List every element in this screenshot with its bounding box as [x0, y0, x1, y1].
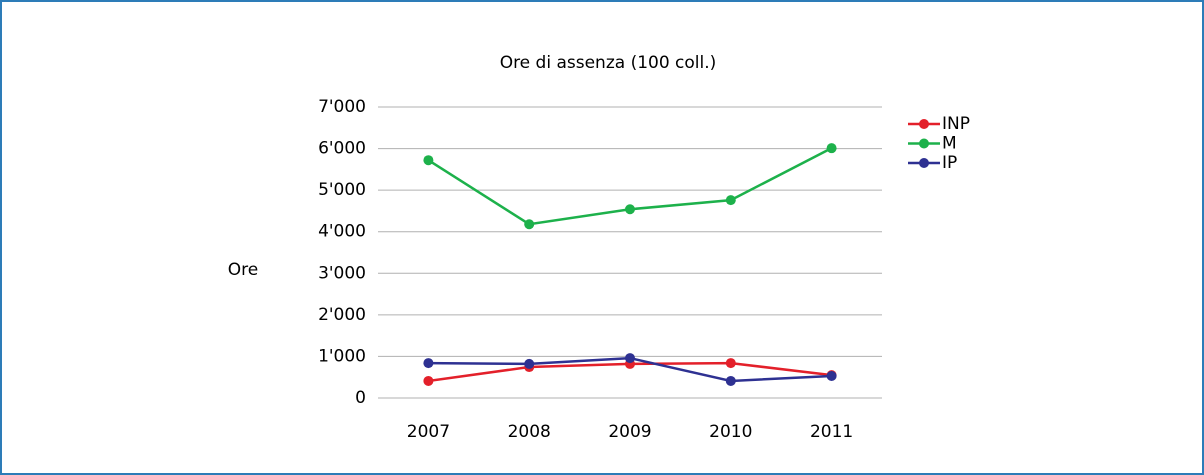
y-tick-label: 1'000: [318, 346, 366, 366]
data-point: [423, 375, 434, 386]
legend-label: INP: [942, 114, 970, 134]
y-tick-label: 0: [355, 388, 366, 408]
data-point: [625, 353, 635, 364]
data-point: [524, 219, 535, 230]
y-tick-label: 4'000: [318, 222, 366, 242]
data-point: [725, 375, 736, 386]
x-tick-label: 2009: [608, 422, 651, 442]
x-tick-label: 2007: [407, 422, 450, 442]
x-tick-label: 2010: [709, 422, 752, 442]
data-point: [725, 358, 736, 369]
legend-marker: [919, 138, 929, 149]
data-point: [725, 195, 736, 206]
legend-label: IP: [942, 153, 957, 173]
x-tick-label: 2011: [810, 422, 853, 442]
data-point: [524, 358, 535, 369]
legend-label: M: [942, 134, 957, 154]
y-tick-label: 5'000: [318, 180, 366, 200]
legend-marker: [919, 158, 929, 168]
y-tick-label: 6'000: [318, 139, 366, 159]
y-tick-label: 2'000: [318, 305, 366, 325]
data-point: [826, 370, 837, 381]
data-point: [423, 155, 434, 166]
data-point: [826, 143, 837, 154]
chart-title: Ore di assenza (100 coll.): [500, 53, 717, 73]
y-tick-label: 3'000: [318, 263, 366, 283]
y-axis-label: Ore: [228, 260, 258, 280]
x-tick-label: 2008: [508, 422, 551, 442]
data-point: [423, 358, 434, 369]
legend-marker: [919, 119, 929, 129]
y-tick-label: 7'000: [318, 97, 366, 117]
data-point: [625, 204, 635, 215]
